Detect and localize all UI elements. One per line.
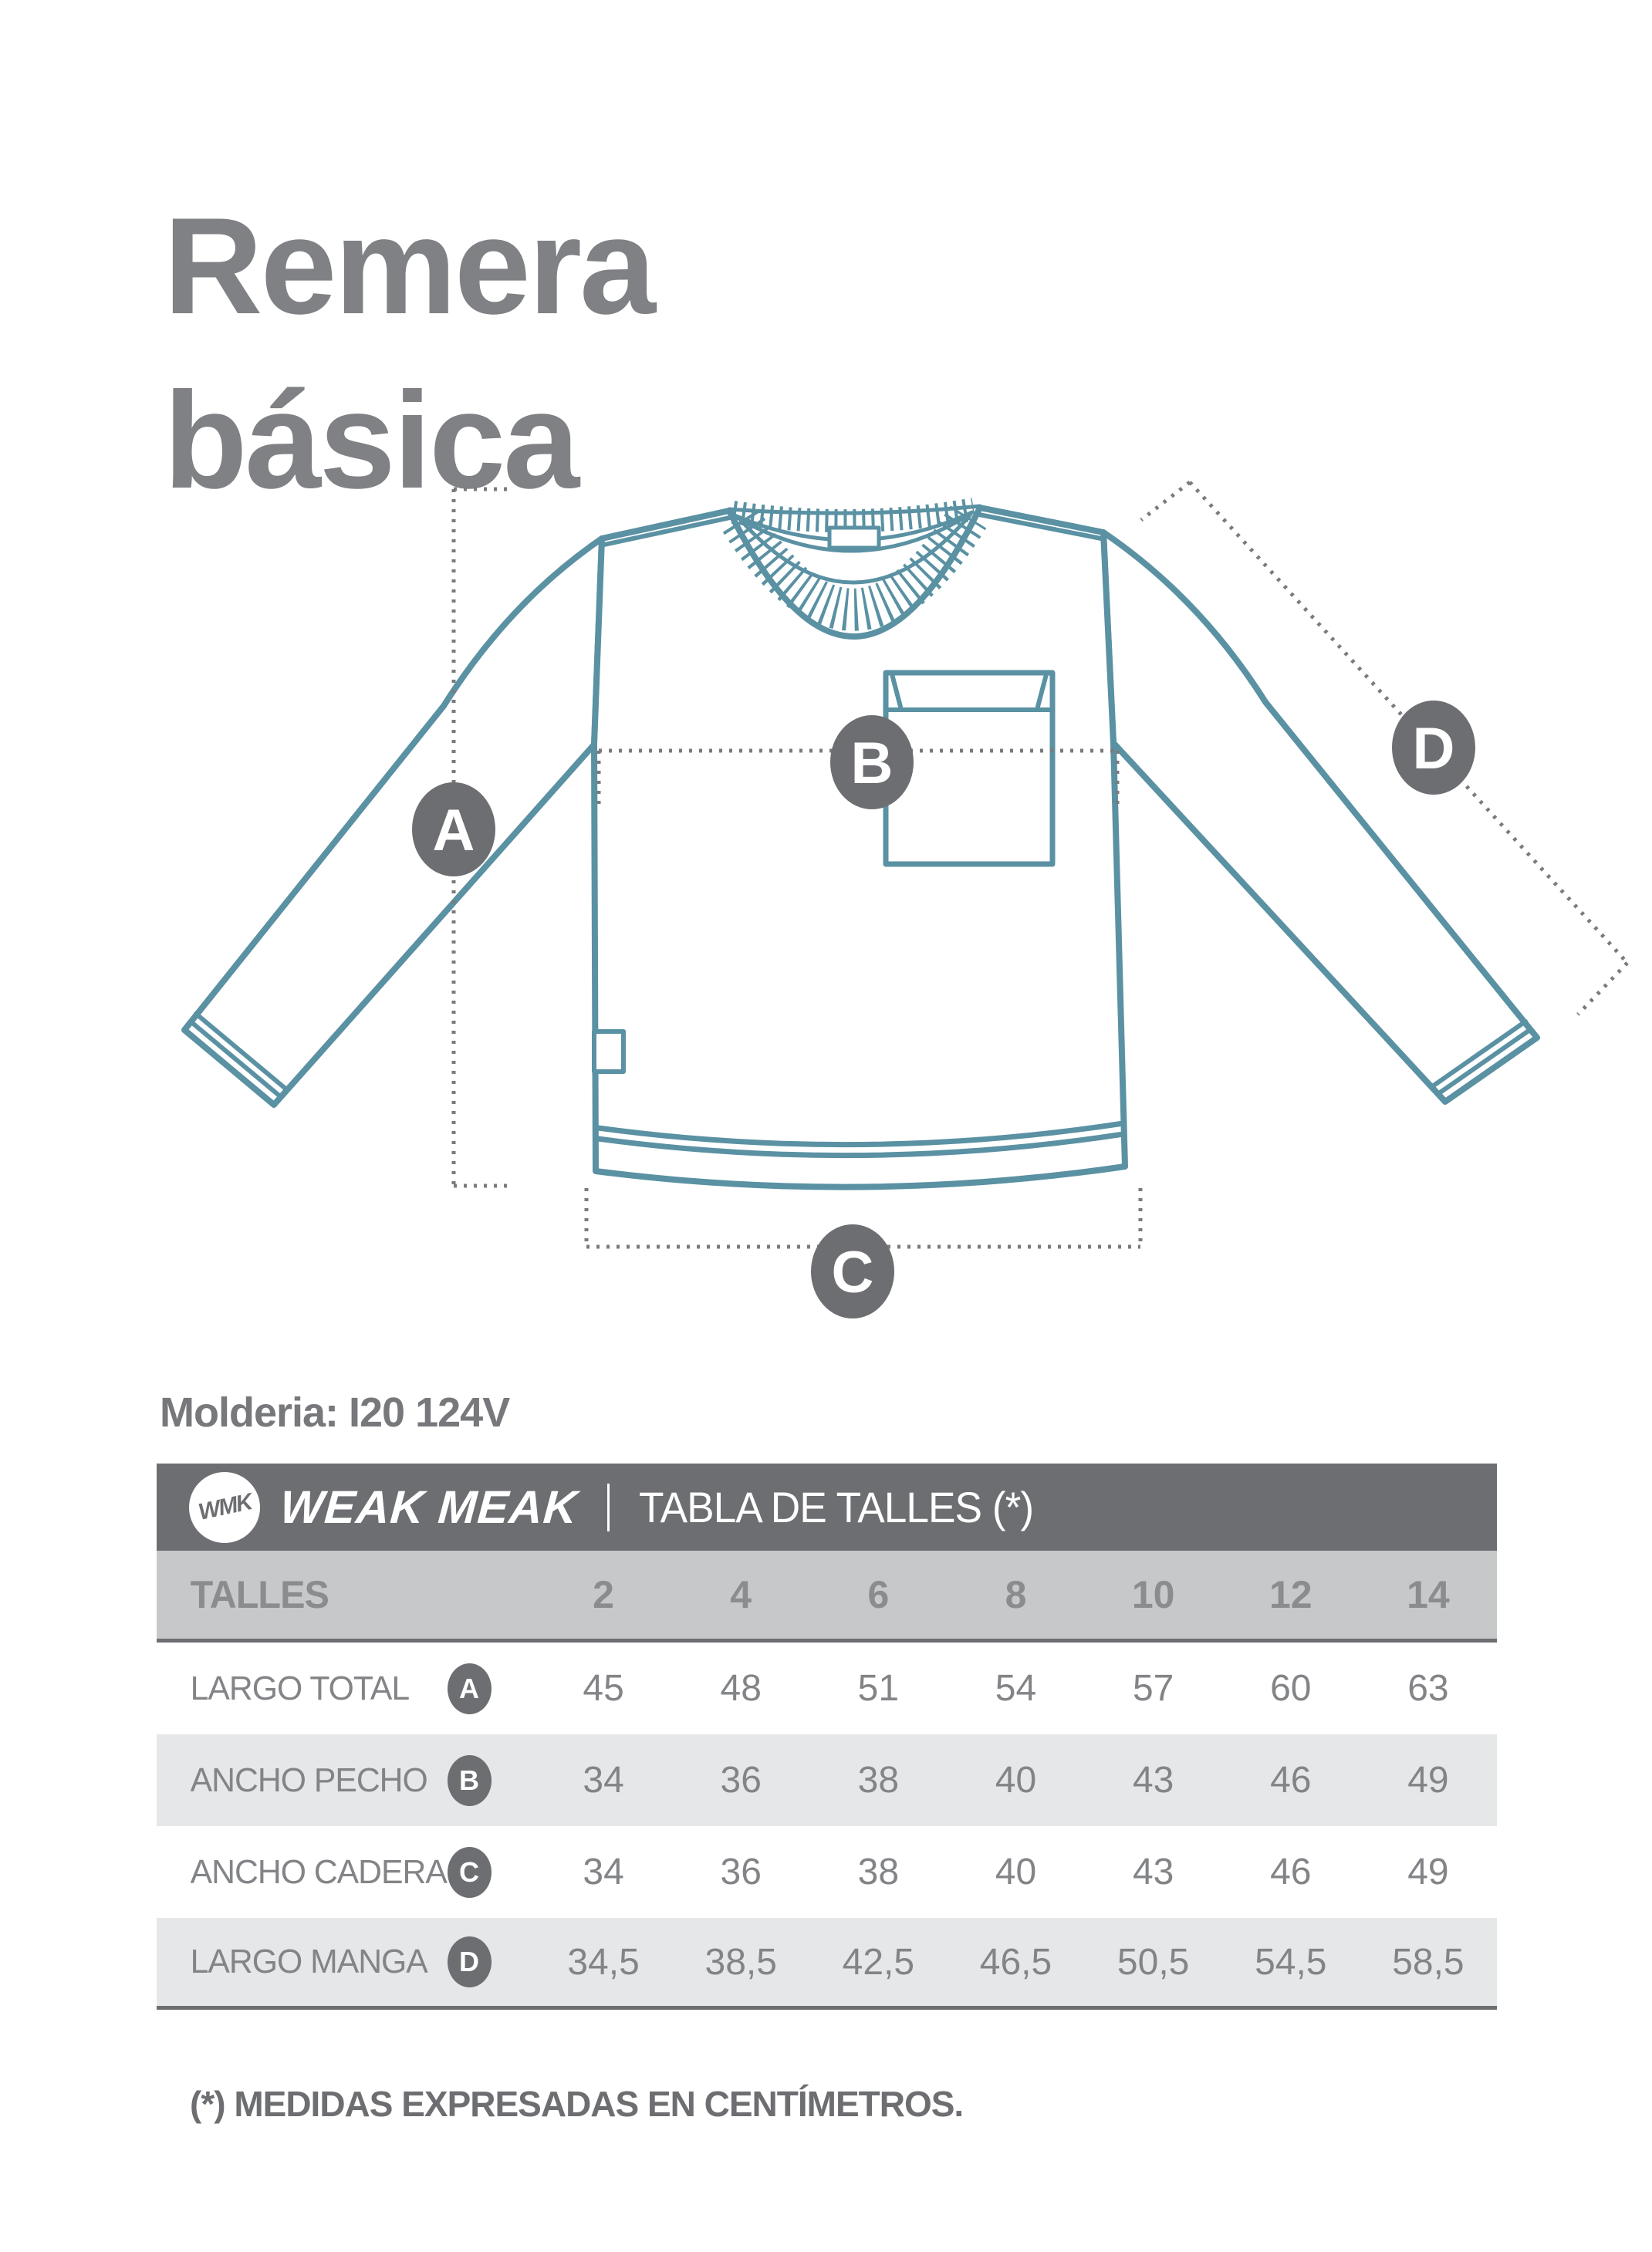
cell-value: 34 — [583, 1852, 624, 1892]
cell-value: 43 — [1132, 1852, 1174, 1892]
cell-value: 54 — [995, 1668, 1037, 1709]
header-divider — [606, 1483, 610, 1531]
cell-value: 40 — [995, 1852, 1037, 1892]
cell-value: 42,5 — [842, 1941, 915, 1983]
cell-value: 51 — [857, 1668, 900, 1709]
garment-diagram: A B C D — [181, 481, 1629, 1318]
cell-value: 54,5 — [1255, 1941, 1327, 1983]
cell-value: 49 — [1407, 1760, 1449, 1801]
left-sleeve — [181, 535, 605, 1108]
measure-line-d — [1140, 481, 1629, 1016]
marker-d-label: D — [1413, 716, 1455, 782]
cell-value: 46,5 — [979, 1941, 1052, 1983]
table-row-largo-manga: LARGO MANGA D 34,5 38,5 42,5 46,5 50,5 5… — [157, 1918, 1497, 2010]
size-col-header: 2 — [593, 1573, 614, 1616]
size-col-header: 10 — [1131, 1573, 1175, 1616]
cell-value: 50,5 — [1117, 1941, 1190, 1983]
marker-a-bubble — [412, 782, 495, 876]
cell-value: 48 — [720, 1668, 762, 1709]
sizes-row-label: TALLES — [190, 1573, 329, 1616]
cell-value: 45 — [583, 1668, 624, 1709]
row-badge-cell: D — [404, 1936, 535, 1987]
size-col-header: 4 — [730, 1573, 752, 1616]
cell-value: 40 — [995, 1760, 1037, 1801]
side-tag — [592, 1029, 626, 1074]
row-badge-cell: C — [404, 1846, 535, 1898]
right-sleeve — [1100, 529, 1540, 1105]
marker-b-bubble — [830, 715, 914, 809]
marker-b-label: B — [851, 731, 894, 796]
cell-value: 36 — [720, 1852, 762, 1892]
pocket-flap-line — [883, 672, 1055, 712]
marker-c-label: C — [832, 1240, 874, 1305]
row-label: ANCHO PECHO — [190, 1761, 428, 1799]
collar-rib-upper — [731, 498, 976, 533]
cell-value: 38 — [857, 1760, 900, 1801]
cell-value: 46 — [1270, 1852, 1312, 1892]
row-label: LARGO MANGA — [190, 1943, 428, 1980]
cell-value: 43 — [1132, 1760, 1174, 1801]
marker-c-bubble — [811, 1224, 894, 1318]
marker-d-bubble — [1392, 701, 1475, 795]
row-badge-cell: A — [404, 1663, 535, 1714]
table-row-largo-total: LARGO TOTAL A 45 48 51 54 57 60 63 — [157, 1643, 1497, 1734]
marker-d-badge: D — [447, 1936, 492, 1987]
row-label: LARGO TOTAL — [190, 1669, 410, 1707]
marker-b-badge: B — [447, 1754, 492, 1806]
brand-initials: WMK — [195, 1488, 254, 1525]
brand-name: WEAK MEAK — [278, 1481, 579, 1533]
page-title-line1: Remera — [164, 189, 656, 343]
page-title: Remera básica — [164, 179, 656, 528]
cell-value: 38,5 — [704, 1941, 777, 1983]
cell-value: 36 — [720, 1760, 762, 1801]
marker-a-label: A — [433, 798, 475, 863]
size-col-header: 14 — [1407, 1573, 1450, 1616]
size-table-header: WMK WEAK MEAK TABLA DE TALLES (*) — [157, 1464, 1497, 1551]
page-title-line2: básica — [164, 363, 579, 518]
brand-logo-icon: WMK — [189, 1471, 260, 1543]
cell-value: 38 — [857, 1852, 900, 1892]
table-title: TABLA DE TALLES (*) — [638, 1483, 1034, 1531]
size-table: WMK WEAK MEAK TABLA DE TALLES (*) TALLES… — [157, 1464, 1497, 2010]
cell-value: 58,5 — [1392, 1941, 1465, 1983]
size-col-header: 12 — [1269, 1573, 1312, 1616]
hem-stitches — [595, 1120, 1127, 1159]
marker-c-badge: C — [447, 1846, 492, 1898]
marker-a-badge: A — [447, 1663, 492, 1714]
footnote: (*) MEDIDAS EXPRESADAS EN CENTÍMETROS. — [190, 2084, 964, 2124]
cell-value: 63 — [1407, 1668, 1449, 1709]
cell-value: 57 — [1132, 1668, 1174, 1709]
cell-value: 49 — [1407, 1852, 1449, 1892]
molderia-label: Molderia: I20 124V — [160, 1389, 510, 1436]
size-col-header: 8 — [1005, 1573, 1027, 1616]
left-cuff-stitches — [188, 1011, 288, 1099]
measure-line-c — [584, 1188, 1143, 1249]
cell-value: 46 — [1270, 1760, 1312, 1801]
cell-value: 34,5 — [567, 1941, 640, 1983]
table-row-ancho-pecho: ANCHO PECHO B 34 36 38 40 43 46 49 — [157, 1734, 1497, 1826]
collar-size-label — [827, 525, 881, 550]
size-col-header: 6 — [867, 1573, 890, 1616]
right-cuff-stitches — [1431, 1019, 1533, 1096]
cell-value: 60 — [1270, 1668, 1312, 1709]
measure-line-b — [596, 748, 1120, 810]
sizes-header-row: TALLES 2 4 6 8 10 12 14 — [157, 1551, 1497, 1643]
collar-rib-lower — [722, 505, 987, 631]
row-label: ANCHO CADERA — [190, 1852, 448, 1891]
shoulder-seams — [602, 512, 1103, 547]
row-badge-cell: B — [404, 1754, 535, 1806]
cell-value: 34 — [583, 1760, 624, 1801]
table-row-ancho-cadera: ANCHO CADERA C 34 36 38 40 43 46 49 — [157, 1826, 1497, 1918]
